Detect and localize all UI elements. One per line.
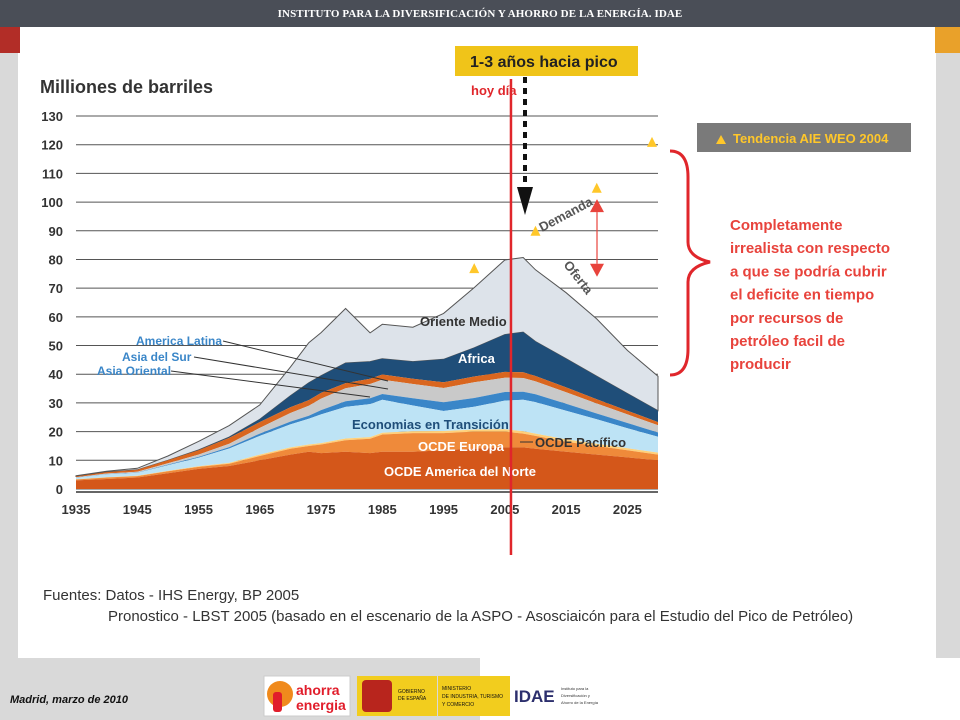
critique-line: petróleo facil de [730, 333, 845, 350]
demand-gap-arrow-up [590, 199, 604, 213]
label-ocde-pacifico: OCDE Pacífico [535, 435, 626, 450]
y-tick-label: 110 [42, 166, 63, 181]
chart-overlay: Oriente Medio Africa Economias en Transici… [97, 77, 890, 555]
oil-production-chart: 0 10 20 30 40 50 60 70 80 90 100 110 120 130 1935 1945… [40, 46, 911, 625]
critique-line: irrealista con respecto [730, 240, 890, 257]
ahorra-logo-line1: ahorra [296, 682, 340, 698]
x-tick-label: 1985 [368, 502, 397, 517]
x-tick-label: 2005 [490, 502, 519, 517]
accent-stripe-right [935, 27, 960, 53]
legend-marker [716, 135, 726, 144]
hand-icon [273, 692, 282, 712]
trend-marker [469, 263, 480, 274]
y-tick-label: 20 [49, 425, 63, 440]
label-ocde-america: OCDE America del Norte [384, 464, 536, 479]
x-tick-labels: 1935 1945 1955 1965 1975 1985 1995 2005 2015 2025 [62, 502, 642, 517]
label-oriente-medio: Oriente Medio [420, 314, 507, 329]
today-label: hoy día [471, 83, 517, 98]
area-asia-sur [76, 377, 658, 478]
svg-text:GOBIERNO: GOBIERNO [398, 689, 425, 695]
trend-marker [591, 182, 602, 193]
critique-brace [669, 149, 711, 377]
label-africa: Africa [458, 351, 496, 366]
svg-text:Instituto para la: Instituto para la [561, 686, 589, 691]
x-tick-label: 2015 [552, 502, 581, 517]
side-band-left [0, 53, 18, 658]
y-tick-labels: 0 10 20 30 40 50 60 70 80 90 100 110 120 130 [41, 109, 63, 497]
chart-panel: 0 10 20 30 40 50 60 70 80 90 100 110 120 130 1935 1945… [20, 27, 918, 657]
leader-asia-oriental [170, 370, 371, 398]
x-tick-label: 2025 [613, 502, 642, 517]
label-ocde-europa: OCDE Europa [418, 439, 505, 454]
y-tick-label: 30 [49, 396, 63, 411]
shield-icon [362, 680, 392, 712]
leader-america-latina [222, 340, 389, 382]
y-tick-label: 100 [41, 195, 63, 210]
x-tick-label: 1935 [62, 502, 91, 517]
y-tick-label: 120 [41, 138, 63, 153]
y-tick-label: 130 [41, 109, 63, 124]
trend-marker [647, 136, 657, 147]
y-tick-label: 70 [49, 281, 63, 296]
footer-logos: ahorra energia GOBIERNO DE ESPAÑA MINIST… [263, 675, 599, 717]
label-oferta: Oferta [561, 258, 597, 298]
svg-text:DE INDUSTRIA, TURISMO: DE INDUSTRIA, TURISMO [442, 694, 503, 700]
svg-text:Y COMERCIO: Y COMERCIO [442, 702, 474, 708]
y-tick-label: 60 [49, 310, 63, 325]
critique-line: Completamente [730, 217, 843, 234]
y-axis-label: Milliones de barriles [40, 77, 213, 97]
critique-line: el deficite en tiempo [730, 287, 874, 304]
area-layers [75, 256, 659, 489]
idae-logo: IDAE [514, 687, 555, 706]
label-asia-sur: Asia del Sur [122, 350, 192, 364]
sources-line-1: Fuentes: Datos - IHS Energy, BP 2005 [43, 587, 299, 604]
critique-line: por recursos de [730, 310, 843, 327]
critique-line: a que se podría cubrir [730, 263, 887, 280]
y-tick-label: 10 [49, 453, 63, 468]
area-transicion [76, 399, 658, 480]
demand-gap-arrow-down [590, 263, 604, 277]
critique-line: producir [730, 356, 791, 373]
label-asia-oriental: Asia Oriental [97, 364, 171, 378]
label-demanda: Demanda [536, 194, 595, 235]
x-tick-label: 1945 [123, 502, 152, 517]
label-transicion: Economias en Transición [352, 417, 509, 432]
peak-callout-box [455, 46, 638, 76]
area-ocde-europa [76, 431, 658, 481]
svg-text:Diversificación y: Diversificación y [561, 693, 590, 698]
x-tick-label: 1955 [184, 502, 213, 517]
y-tick-label: 50 [49, 339, 63, 354]
callout-arrowhead [517, 187, 533, 215]
x-tick-label: 1975 [307, 502, 336, 517]
side-band-right [936, 53, 960, 658]
legend-label: Tendencia AIE WEO 2004 [733, 131, 889, 146]
accent-stripe-left [0, 27, 20, 53]
legend-box [697, 123, 911, 152]
ahorra-logo-line2: energia [296, 697, 346, 713]
area-africa [76, 332, 658, 477]
svg-text:DE ESPAÑA: DE ESPAÑA [398, 695, 427, 702]
sources-line-2: Pronostico - LBST 2005 (basado en el esc… [108, 608, 853, 625]
x-tick-label: 1965 [245, 502, 274, 517]
y-tick-label: 80 [49, 252, 63, 267]
header-bar: INSTITUTO PARA LA DIVERSIFICACIÓN Y AHOR… [0, 0, 960, 27]
x-tick-label: 1995 [429, 502, 458, 517]
y-tick-label: 0 [56, 482, 63, 497]
header-title: INSTITUTO PARA LA DIVERSIFICACIÓN Y AHOR… [277, 8, 683, 20]
y-tick-label: 90 [49, 224, 63, 239]
footer-date: Madrid, marzo de 2010 [10, 694, 128, 706]
trend-marker [530, 225, 541, 236]
peak-callout-text: 1-3 años hacia pico [470, 54, 618, 71]
svg-text:Ahorro de la Energía: Ahorro de la Energía [561, 700, 599, 705]
area-ocde-america [76, 447, 658, 489]
label-america-latina: America Latina [136, 334, 222, 348]
leader-asia-sur [193, 356, 389, 390]
svg-text:MINISTERIO: MINISTERIO [442, 686, 471, 692]
y-tick-label: 40 [49, 367, 63, 382]
